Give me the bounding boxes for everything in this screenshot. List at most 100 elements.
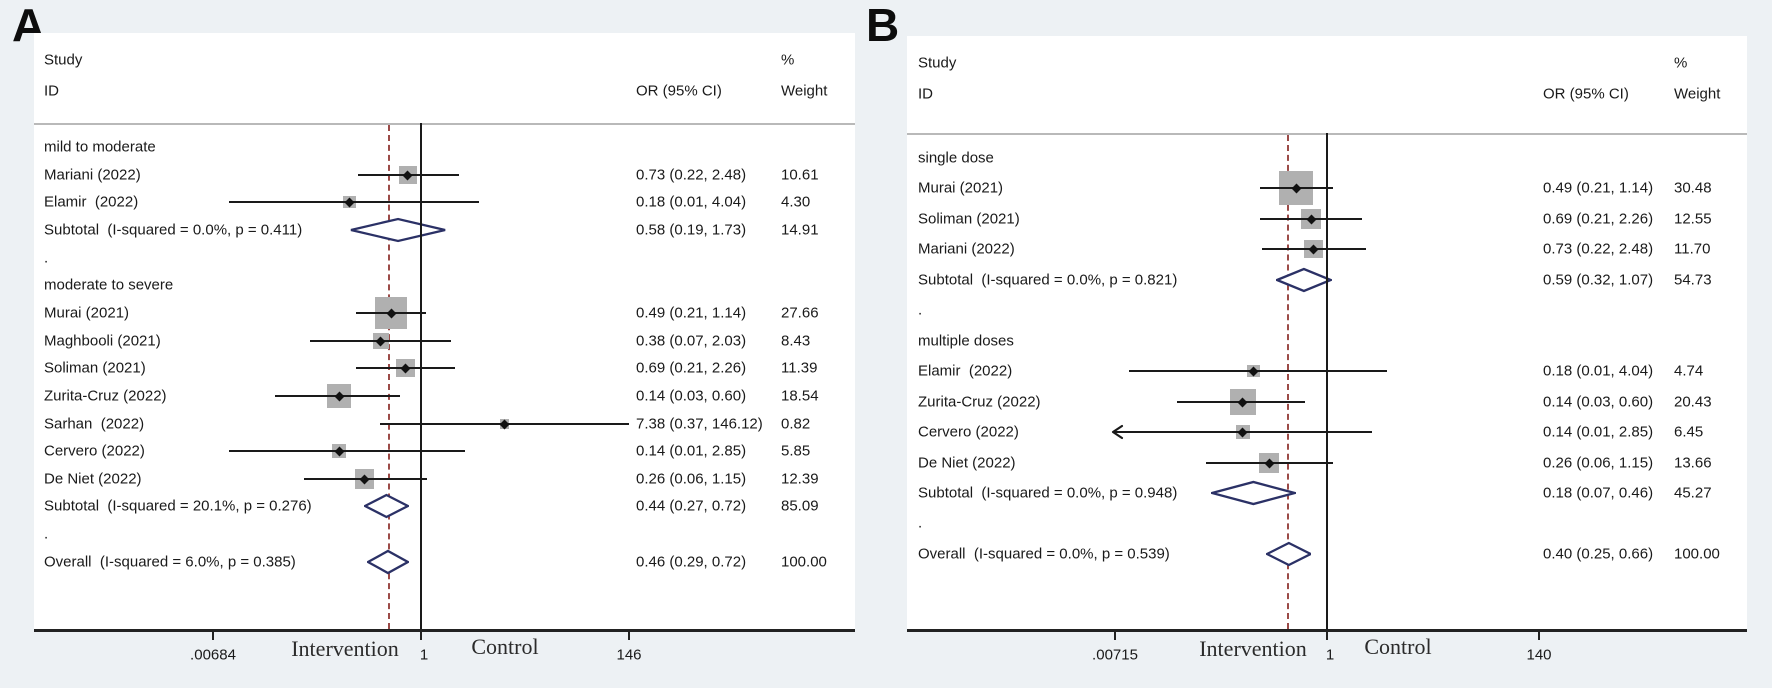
row-label: Overall (I-squared = 0.0%, p = 0.539): [918, 545, 1170, 563]
row-weight: 27.66: [781, 304, 819, 322]
row-weight: 0.82: [781, 415, 811, 433]
axis-tick-mark: [1538, 632, 1540, 640]
row-or-ci: 0.18 (0.07, 0.46): [1543, 484, 1654, 502]
row-or-ci: 7.38 (0.37, 146.12): [636, 415, 763, 433]
row-label: Cervero (2022): [44, 442, 145, 460]
column-header-weight: Weight: [781, 82, 828, 100]
control-region-label: Control: [1364, 634, 1432, 659]
column-header-or-ci: OR (95% CI): [1543, 85, 1629, 103]
axis-tick-mark: [420, 632, 422, 640]
column-header-study: Study: [44, 51, 83, 69]
row-label: Overall (I-squared = 6.0%, p = 0.385): [44, 553, 296, 571]
axis-tick-max-label: 140: [1526, 646, 1552, 664]
row-or-ci: 0.14 (0.03, 0.60): [1543, 393, 1654, 411]
row-or-ci: 0.69 (0.21, 2.26): [1543, 210, 1654, 228]
x-axis-line: [907, 629, 1747, 632]
row-label: Soliman (2021): [918, 210, 1020, 228]
row-label: .: [918, 301, 923, 319]
row-or-ci: 0.44 (0.27, 0.72): [636, 497, 747, 515]
row-label: Cervero (2022): [918, 423, 1019, 441]
row-label: Elamir (2022): [918, 362, 1013, 380]
pooled-diamond: [1265, 541, 1312, 567]
axis-tick-max-label: 146: [616, 646, 642, 664]
row-label: Zurita-Cruz (2022): [918, 393, 1041, 411]
row-label: Zurita-Cruz (2022): [44, 387, 167, 405]
row-label: Subtotal (I-squared = 20.1%, p = 0.276): [44, 497, 312, 515]
row-weight: 30.48: [1674, 179, 1712, 197]
row-or-ci: 0.40 (0.25, 0.66): [1543, 545, 1654, 563]
row-or-ci: 0.73 (0.22, 2.48): [1543, 240, 1654, 258]
row-label: single dose: [918, 149, 994, 167]
row-label: .: [44, 249, 49, 267]
row-label: multiple doses: [918, 332, 1014, 350]
row-or-ci: 0.49 (0.21, 1.14): [1543, 179, 1654, 197]
row-or-ci: 0.38 (0.07, 2.03): [636, 332, 747, 350]
axis-tick-mark: [628, 632, 630, 640]
intervention-region-label: Intervention: [291, 636, 399, 661]
axis-tick-min-label: .00715: [1092, 646, 1138, 664]
row-label: Sarhan (2022): [44, 415, 145, 433]
ci-arrow-left-icon: [1111, 424, 1124, 440]
row-or-ci: 0.58 (0.19, 1.73): [636, 221, 747, 239]
row-weight: 20.43: [1674, 393, 1712, 411]
row-or-ci: 0.69 (0.21, 2.26): [636, 359, 747, 377]
pooled-diamond: [350, 217, 446, 243]
row-weight: 11.70: [1674, 240, 1711, 258]
row-or-ci: 0.14 (0.01, 2.85): [636, 442, 747, 460]
control-region-label: Control: [471, 634, 539, 659]
x-axis-line: [34, 629, 855, 632]
row-weight: 14.91: [781, 221, 819, 239]
row-weight: 6.45: [1674, 423, 1704, 441]
row-label: moderate to severe: [44, 276, 174, 294]
row-weight: 45.27: [1674, 484, 1712, 502]
row-label: Murai (2021): [918, 179, 1004, 197]
header-separator-line: [34, 123, 855, 125]
row-label: De Niet (2022): [918, 454, 1016, 472]
row-label: De Niet (2022): [44, 470, 142, 488]
axis-tick-null-label: 1: [419, 646, 429, 664]
row-weight: 8.43: [781, 332, 811, 350]
pooled-diamond: [1210, 480, 1296, 506]
axis-tick-mark: [1326, 632, 1328, 640]
ci-line: [228, 450, 465, 452]
column-header-id: ID: [44, 82, 59, 100]
row-weight: 54.73: [1674, 271, 1712, 289]
row-weight: 5.85: [781, 442, 811, 460]
row-weight: 10.61: [781, 166, 819, 184]
overall-dashed-line: [387, 125, 390, 629]
row-or-ci: 0.59 (0.32, 1.07): [1543, 271, 1654, 289]
row-label: Subtotal (I-squared = 0.0%, p = 0.821): [918, 271, 1178, 289]
column-header-study: Study: [918, 54, 957, 72]
column-header-percent: %: [781, 51, 795, 69]
row-weight: 12.55: [1674, 210, 1712, 228]
row-weight: 13.66: [1674, 454, 1712, 472]
row-label: Soliman (2021): [44, 359, 146, 377]
row-weight: 11.39: [781, 359, 818, 377]
row-label: .: [44, 525, 49, 543]
row-or-ci: 0.18 (0.01, 4.04): [1543, 362, 1654, 380]
panel-a-card: [34, 33, 855, 629]
row-label: Mariani (2022): [918, 240, 1015, 258]
row-or-ci: 0.26 (0.06, 1.15): [636, 470, 747, 488]
panel-b-label: B: [866, 0, 900, 51]
row-or-ci: 0.73 (0.22, 2.48): [636, 166, 747, 184]
row-or-ci: 0.49 (0.21, 1.14): [636, 304, 747, 322]
axis-tick-null-label: 1: [1325, 646, 1335, 664]
column-header-or-ci: OR (95% CI): [636, 82, 722, 100]
pooled-diamond: [367, 549, 410, 575]
null-effect-line: [1326, 133, 1328, 629]
pooled-diamond: [364, 493, 410, 519]
row-or-ci: 0.14 (0.01, 2.85): [1543, 423, 1654, 441]
column-header-percent: %: [1674, 54, 1688, 72]
row-weight: 12.39: [781, 470, 819, 488]
row-label: Mariani (2022): [44, 166, 141, 184]
row-weight: 85.09: [781, 497, 819, 515]
row-or-ci: 0.46 (0.29, 0.72): [636, 553, 747, 571]
row-or-ci: 0.14 (0.03, 0.60): [636, 387, 747, 405]
axis-tick-mark: [1114, 632, 1116, 640]
row-weight: 4.30: [781, 193, 811, 211]
column-header-id: ID: [918, 85, 933, 103]
row-label: Murai (2021): [44, 304, 130, 322]
intervention-region-label: Intervention: [1199, 636, 1307, 661]
